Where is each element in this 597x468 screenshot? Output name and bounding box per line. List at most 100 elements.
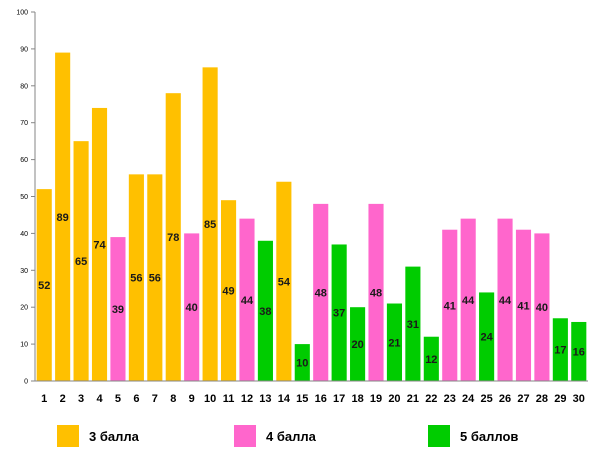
bar [73,141,89,381]
data-label: 85 [204,219,216,231]
legend-label-5-ballov: 5 баллов [460,428,519,444]
data-label: 40 [186,302,198,314]
x-tick-label: 7 [152,393,158,405]
bar [91,107,108,381]
x-tick-label: 13 [259,393,271,405]
x-tick-label: 27 [517,393,529,405]
bar [405,266,421,381]
legend-item-5-ballov: 5 баллов [428,425,518,447]
bar [368,203,384,381]
x-tick-label: 30 [573,393,585,405]
data-label: 54 [278,276,291,288]
x-tick-label: 20 [388,393,400,405]
x-tick-label: 26 [499,393,511,405]
data-label: 89 [57,212,69,224]
data-label: 56 [149,273,161,285]
legend-label-3-balla: 3 балла [89,428,139,444]
data-label: 78 [167,232,179,244]
bar [202,67,218,381]
bar [220,200,237,381]
x-tick-label: 21 [407,393,419,405]
y-tick-label: 30 [20,268,28,275]
data-label: 38 [259,306,271,318]
y-tick-label: 90 [20,46,28,53]
bar [442,229,458,381]
y-tick-label: 0 [24,379,28,386]
data-label: 17 [554,345,566,357]
x-tick-label: 11 [223,393,235,405]
x-tick-label: 3 [78,393,84,405]
y-tick-label: 40 [20,231,28,238]
x-tick-label: 17 [333,393,345,405]
data-label: 16 [573,346,585,358]
data-label: 10 [296,358,308,370]
x-tick-label: 4 [96,393,103,405]
x-tick-label: 19 [370,393,382,405]
y-tick-label: 60 [20,157,28,164]
bar [276,181,292,381]
x-tick-label: 5 [115,393,121,405]
bar [515,229,532,381]
x-tick-label: 29 [554,393,566,405]
y-tick-label: 100 [16,10,28,17]
bar [479,292,495,381]
bar [257,240,273,381]
bar [165,93,181,382]
x-tick-label: 23 [444,393,456,405]
x-tick-label: 12 [241,393,253,405]
data-label: 39 [112,304,124,316]
data-label: 37 [333,308,345,320]
y-tick-label: 50 [20,194,28,201]
x-tick-label: 2 [60,393,66,405]
data-label: 56 [130,273,142,285]
bar [147,174,163,381]
legend-swatch-3-balla [57,425,79,447]
bar [552,318,568,381]
legend-item-3-balla: 3 балла [57,425,139,447]
x-tick-label: 16 [315,393,327,405]
bar [460,218,476,381]
bar [55,52,71,382]
bar [386,303,403,381]
data-label: 12 [425,354,437,366]
data-label: 48 [370,287,382,299]
x-tick-label: 15 [296,393,308,405]
bar [110,237,126,381]
bar [571,321,587,381]
data-label: 40 [536,302,548,314]
legend-swatch-5-ballov [428,425,450,447]
data-label: 41 [444,300,456,312]
data-label: 41 [517,300,529,312]
x-tick-label: 9 [189,393,195,405]
bar [184,233,200,381]
bar [294,344,310,381]
legend-swatch-4-balla [234,425,256,447]
x-tick-label: 10 [204,393,216,405]
y-tick-label: 80 [20,83,28,90]
y-tick-label: 10 [20,342,28,349]
x-tick-label: 22 [425,393,437,405]
data-label: 31 [407,319,419,331]
x-tick-label: 25 [480,393,492,405]
data-label: 65 [75,256,87,268]
x-tick-label: 1 [41,393,47,405]
data-label: 49 [222,286,234,298]
legend-label-4-balla: 4 балла [266,428,316,444]
data-label: 74 [93,239,106,251]
y-tick-label: 70 [20,120,28,127]
bar [497,218,513,381]
x-tick-label: 8 [170,393,176,405]
data-label: 48 [315,287,327,299]
data-label: 44 [499,295,512,307]
x-tick-label: 18 [351,393,363,405]
data-label: 44 [462,295,475,307]
legend-item-4-balla: 4 балла [234,425,316,447]
bar [423,336,439,381]
x-tick-label: 24 [462,393,475,405]
bar [331,244,347,381]
bar [128,174,144,381]
x-tick-label: 6 [133,393,139,405]
x-tick-label: 28 [536,393,548,405]
